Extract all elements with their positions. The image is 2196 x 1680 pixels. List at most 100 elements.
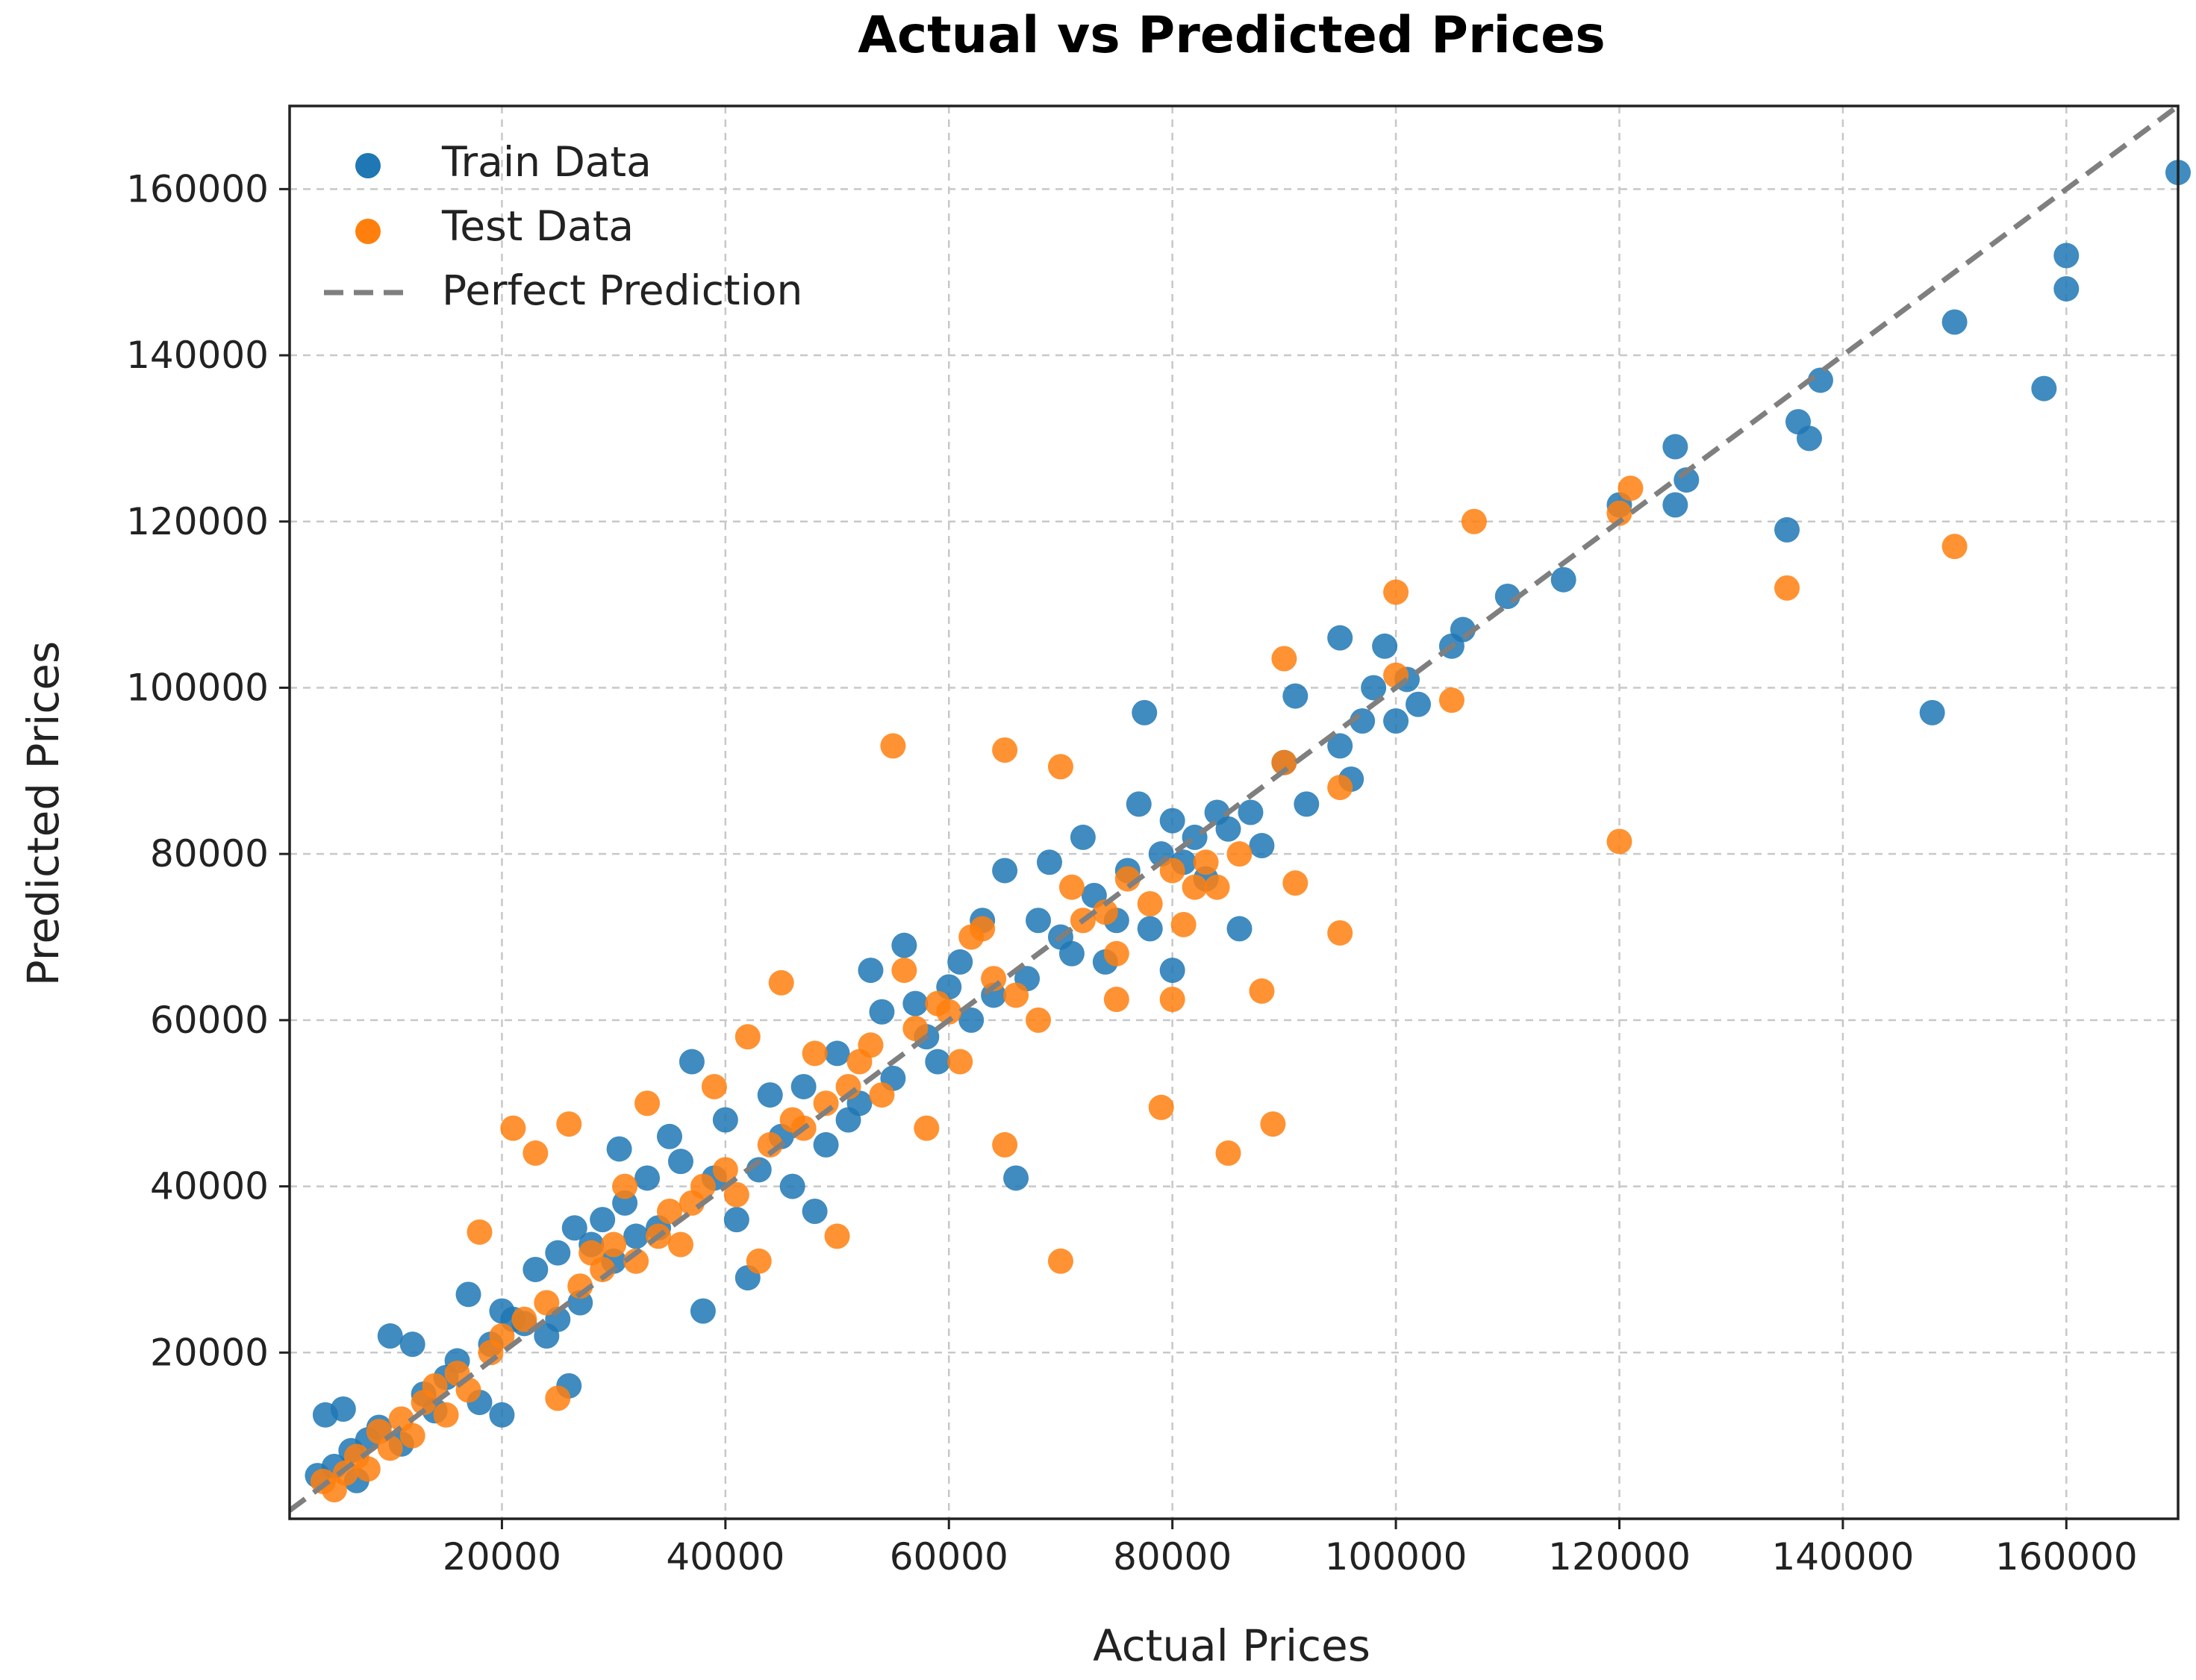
- x-tick-label: 60000: [890, 1535, 1008, 1578]
- train-point: [790, 1073, 817, 1099]
- test-point: [1003, 982, 1029, 1008]
- data-points: [305, 160, 2191, 1503]
- x-tick-label: 100000: [1325, 1535, 1467, 1578]
- train-point: [1159, 958, 1185, 984]
- train-point: [869, 999, 895, 1025]
- y-tick-label: 160000: [126, 167, 269, 210]
- train-point: [1550, 566, 1576, 593]
- train-point: [489, 1402, 515, 1428]
- test-point: [1941, 534, 1968, 560]
- y-tick-label: 140000: [126, 334, 269, 377]
- y-axis-ticks: 20000 40000 60000 80000 100000 120000 140000 16…: [126, 167, 290, 1374]
- y-tick-label: 120000: [126, 500, 269, 543]
- train-point: [1372, 633, 1398, 659]
- test-point: [545, 1385, 571, 1411]
- test-point: [667, 1231, 693, 1258]
- test-point: [1026, 1007, 1052, 1033]
- test-point: [1327, 775, 1353, 801]
- test-point: [1137, 890, 1163, 916]
- test-point: [1282, 870, 1308, 896]
- train-point: [545, 1240, 571, 1266]
- test-point: [1159, 987, 1185, 1013]
- test-point: [1249, 978, 1275, 1004]
- test-point: [1215, 1140, 1241, 1167]
- test-point: [891, 958, 917, 984]
- train-point: [1383, 708, 1409, 734]
- train-point: [1126, 791, 1152, 817]
- test-point: [880, 733, 906, 759]
- test-point: [1260, 1111, 1286, 1137]
- test-point: [1103, 940, 1129, 967]
- perfect-prediction-line: [287, 104, 2180, 1513]
- train-point: [1036, 849, 1062, 875]
- train-point: [455, 1281, 481, 1308]
- y-tick-label: 100000: [126, 666, 269, 709]
- test-point: [734, 1024, 761, 1050]
- test-point: [1461, 508, 1487, 534]
- test-point: [1438, 687, 1464, 713]
- train-point: [902, 990, 929, 1017]
- test-point: [690, 1173, 716, 1199]
- test-point: [656, 1198, 682, 1224]
- train-point: [1327, 733, 1353, 759]
- test-point: [947, 1049, 973, 1075]
- legend-test-marker: [355, 219, 381, 244]
- train-point: [667, 1149, 693, 1175]
- x-axis-label: Actual Prices: [1093, 1620, 1370, 1671]
- train-point: [606, 1136, 632, 1162]
- test-point: [1774, 575, 1800, 601]
- y-tick-label: 60000: [150, 999, 269, 1042]
- train-point: [1361, 675, 1387, 701]
- test-point: [422, 1373, 448, 1399]
- train-point: [1919, 699, 1945, 725]
- test-point: [399, 1423, 425, 1449]
- x-tick-label: 160000: [1995, 1535, 2138, 1578]
- train-point: [2031, 375, 2057, 402]
- test-point: [1327, 919, 1353, 946]
- test-point: [914, 1115, 940, 1141]
- train-point: [712, 1107, 738, 1133]
- test-point: [1226, 841, 1253, 867]
- legend-train-marker: [355, 153, 381, 178]
- test-point: [1058, 874, 1085, 900]
- x-axis-ticks: 20000 40000 60000 80000 100000 120000 140000 16…: [443, 1519, 2138, 1578]
- train-point: [824, 1040, 850, 1067]
- test-point: [902, 1016, 929, 1042]
- train-point: [1226, 916, 1253, 942]
- train-point: [1058, 940, 1085, 967]
- test-point: [489, 1323, 515, 1349]
- test-point: [523, 1140, 549, 1167]
- train-point: [523, 1256, 549, 1282]
- train-point: [925, 1049, 951, 1075]
- plot-frame: [288, 104, 2180, 1520]
- train-point: [1215, 816, 1241, 842]
- test-point: [746, 1248, 772, 1274]
- train-point: [330, 1396, 356, 1423]
- test-point: [500, 1115, 526, 1141]
- test-point: [858, 1032, 884, 1058]
- test-point: [1092, 899, 1118, 925]
- train-point: [1807, 367, 1833, 393]
- test-point: [1606, 828, 1632, 855]
- test-point: [1271, 646, 1297, 672]
- test-point: [556, 1111, 582, 1137]
- test-point: [768, 969, 794, 996]
- test-point: [612, 1173, 638, 1199]
- train-point: [1282, 683, 1308, 709]
- train-point: [1159, 808, 1185, 834]
- test-point: [1383, 579, 1409, 605]
- x-tick-label: 20000: [443, 1535, 561, 1578]
- train-point: [858, 958, 884, 984]
- test-point: [824, 1223, 850, 1249]
- test-point: [712, 1157, 738, 1183]
- y-axis-label: Predicted Prices: [18, 641, 69, 986]
- chart-title: Actual vs Predicted Prices: [858, 6, 1606, 65]
- train-point: [634, 1165, 661, 1191]
- test-point: [355, 1456, 381, 1482]
- train-point: [690, 1298, 716, 1324]
- train-point: [1070, 824, 1096, 850]
- y-tick-label: 20000: [150, 1331, 269, 1374]
- x-tick-label: 40000: [666, 1535, 784, 1578]
- train-point: [1796, 425, 1822, 452]
